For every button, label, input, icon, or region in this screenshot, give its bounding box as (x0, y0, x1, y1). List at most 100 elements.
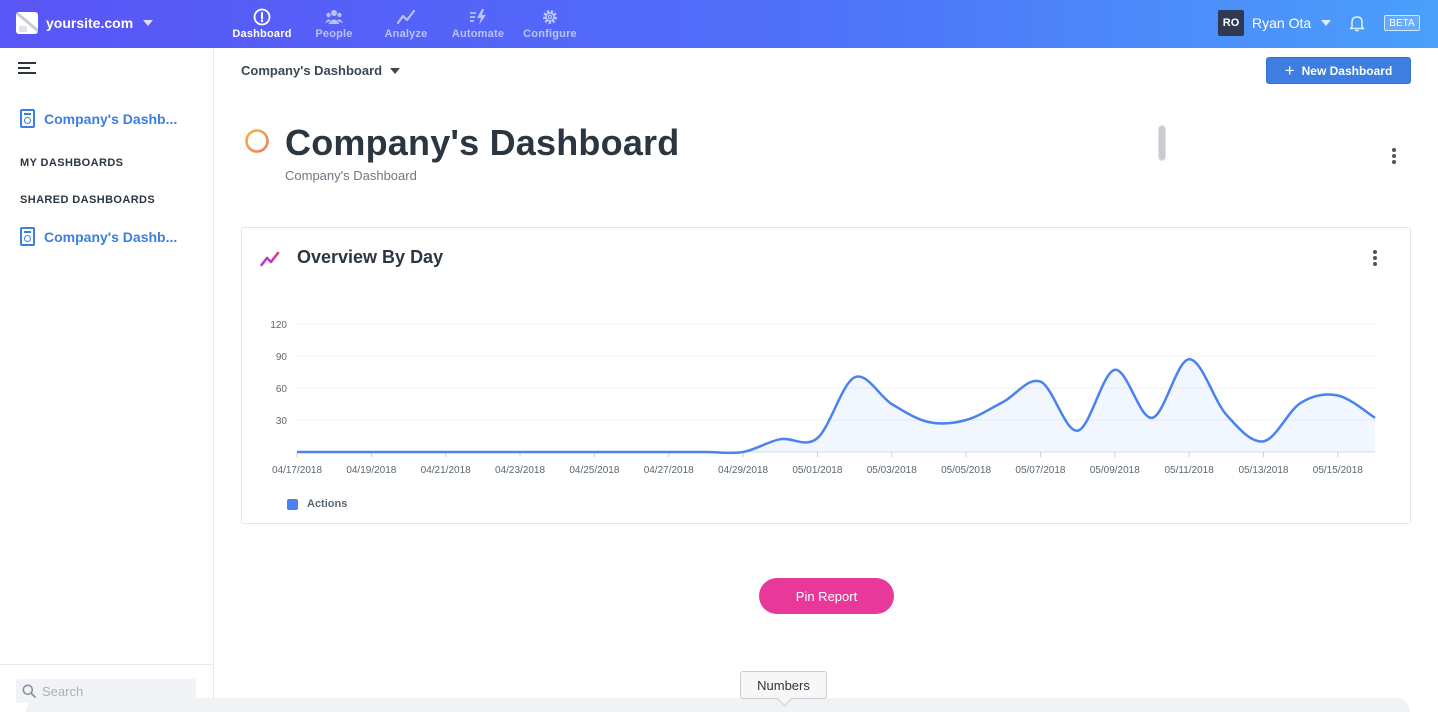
x-tick-label: 04/23/2018 (495, 465, 545, 476)
avatar: RO (1218, 10, 1244, 36)
data-point (779, 438, 781, 440)
x-tick-label: 05/01/2018 (792, 465, 842, 476)
data-point (891, 403, 893, 405)
beta-badge: BETA (1384, 15, 1420, 31)
dashboard-selector[interactable]: Company's Dashboard (241, 63, 401, 78)
dashboard-gauge-icon (253, 8, 271, 26)
series-line-actions (297, 357, 1376, 455)
x-tick-label: 04/29/2018 (718, 465, 768, 476)
site-logo-icon (16, 12, 38, 34)
bottom-panel (26, 698, 1410, 712)
data-point (296, 451, 298, 453)
nav-automate[interactable]: Automate (442, 0, 514, 48)
sidebar-item-company-dashboard[interactable]: Company's Dashb... (20, 109, 177, 128)
data-point (1225, 414, 1227, 416)
x-tick-label: 04/17/2018 (272, 465, 322, 476)
bell-icon[interactable] (1348, 14, 1366, 32)
data-point (370, 451, 372, 453)
x-tick-label: 04/21/2018 (421, 465, 471, 476)
data-point (1151, 417, 1153, 419)
site-switcher[interactable]: yoursite.com (16, 12, 154, 34)
nav-analyze-label: Analyze (384, 28, 428, 40)
x-tick-label: 05/13/2018 (1238, 465, 1288, 476)
data-point (1337, 394, 1339, 396)
x-tick-label: 05/03/2018 (867, 465, 917, 476)
search-icon (22, 684, 36, 698)
data-point (631, 451, 633, 453)
data-point (854, 376, 856, 378)
dashboard-gauge-icon (245, 129, 269, 153)
user-name: Ryan Ota (1252, 15, 1312, 31)
chevron-down-icon (143, 20, 154, 26)
data-point (965, 419, 967, 421)
y-tick-label: 90 (276, 352, 288, 363)
data-point (556, 451, 558, 453)
legend-swatch (287, 498, 298, 510)
user-menu[interactable]: RO Ryan Ota (1218, 10, 1332, 36)
overview-chart: 30 60 90 120 04/17/2018 04/19/2018 04/21/2018 0… (270, 320, 1376, 476)
nav-people-label: People (315, 28, 353, 40)
nav-people[interactable]: People (298, 0, 370, 48)
nav-analyze[interactable]: Analyze (370, 0, 442, 48)
x-tick-label: 05/15/2018 (1313, 465, 1363, 476)
data-point (482, 451, 484, 453)
analyze-line-icon (397, 9, 415, 25)
gear-icon (543, 10, 557, 24)
plus-icon: + (1284, 61, 1295, 80)
breadcrumb: Company's Dashboard (241, 63, 383, 78)
dashboard-more-options-icon[interactable] (1391, 148, 1397, 164)
resize-handle[interactable] (1158, 125, 1166, 161)
nav-dashboard[interactable]: Dashboard (226, 0, 298, 48)
sidebar-item-label: Company's Dashb... (44, 110, 178, 127)
data-point (742, 451, 744, 453)
x-tick-label: 04/27/2018 (644, 465, 694, 476)
site-name: yoursite.com (46, 15, 134, 31)
new-dashboard-label: New Dashboard (1301, 63, 1393, 78)
sidebar-item-shared-company-dashboard[interactable]: Company's Dashb... (20, 227, 177, 246)
card-more-options-icon[interactable] (1372, 250, 1378, 266)
search-input[interactable] (42, 683, 182, 699)
report-card: 30 60 90 120 04/17/2018 04/19/2018 04/21/2018 0… (241, 227, 1411, 524)
x-tick-label: 05/05/2018 (941, 465, 991, 476)
people-icon (325, 10, 343, 24)
nav-configure-label: Configure (523, 28, 577, 40)
y-tick-label: 60 (276, 384, 288, 395)
nav-configure[interactable]: Configure (514, 0, 586, 48)
hamburger-menu-icon[interactable] (18, 62, 36, 76)
data-point (593, 451, 595, 453)
data-point (408, 451, 410, 453)
data-point (1114, 369, 1116, 371)
data-point (1374, 417, 1376, 419)
data-point (519, 451, 521, 453)
sidebar-item-label: Company's Dashb... (44, 228, 178, 245)
x-tick-label: 05/07/2018 (1015, 465, 1065, 476)
data-point (1300, 402, 1302, 404)
nav-dashboard-label: Dashboard (232, 28, 292, 40)
top-navigation-bar: yoursite.com Dashboard People Analyze Au… (0, 0, 1438, 48)
analyze-line-icon (260, 251, 280, 267)
page-subtitle: Company's Dashboard (285, 168, 417, 183)
chevron-down-icon (1321, 20, 1332, 26)
numbers-tooltip: Numbers (740, 671, 827, 699)
sidebar: Company's Dashb... MY DASHBOARDS SHARED … (0, 48, 214, 712)
x-tick-label: 05/09/2018 (1090, 465, 1140, 476)
pin-report-button[interactable]: Pin Report (759, 578, 894, 614)
nav-automate-label: Automate (451, 28, 505, 40)
page-title: Company's Dashboard (285, 122, 680, 163)
shared-dashboards-heading: SHARED DASHBOARDS (20, 194, 156, 206)
data-point (668, 451, 670, 453)
data-point (705, 451, 707, 453)
x-tick-label: 05/11/2018 (1164, 465, 1214, 476)
legend-label: Actions (307, 498, 348, 510)
data-point (1002, 401, 1004, 403)
y-tick-label: 30 (276, 416, 288, 427)
data-point (928, 421, 930, 423)
data-point (1039, 381, 1041, 383)
data-point (816, 437, 818, 439)
new-dashboard-button[interactable]: + New Dashboard (1266, 57, 1411, 84)
automate-bolt-icon (470, 9, 486, 25)
data-point (1188, 358, 1190, 360)
x-tick-label: 04/25/2018 (569, 465, 619, 476)
y-tick-label: 120 (270, 320, 287, 331)
chart-legend[interactable]: Actions (287, 498, 347, 510)
